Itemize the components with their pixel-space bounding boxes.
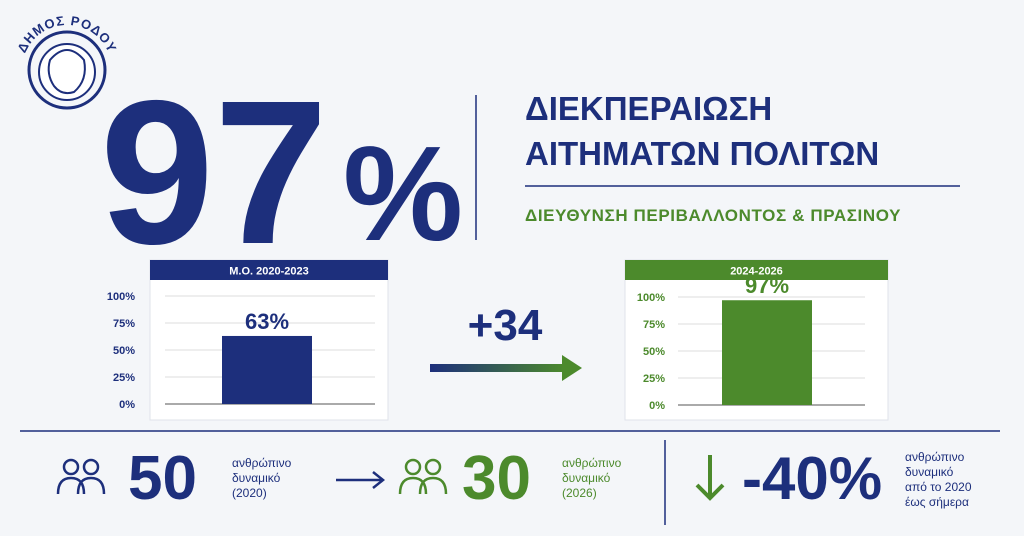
y-tick-label: 0% (119, 399, 135, 411)
y-tick-label: 25% (113, 372, 135, 384)
stat-number: 30 (462, 444, 531, 513)
stat-text: από το 2020 (905, 480, 972, 494)
chart-title: 2024-2026 (730, 266, 783, 278)
bar (222, 335, 312, 404)
subtitle: ΔΙΕΥΘΥΝΣΗ ΠΕΡΙΒΑΛΛΟΝΤΟΣ & ΠΡΑΣΙΝΟΥ (525, 206, 901, 225)
value-label: 63% (245, 309, 289, 334)
people-icon (398, 458, 448, 495)
y-tick-label: 50% (643, 346, 665, 358)
stat-text: ανθρώπινο (905, 450, 965, 464)
change-arrow (430, 355, 582, 381)
stat-text: (2026) (562, 486, 597, 500)
y-tick-label: 75% (113, 318, 135, 330)
stat-text: δυναμικό (905, 465, 954, 479)
y-tick-label: 75% (643, 319, 665, 331)
value-label: 97% (745, 273, 789, 298)
y-tick-label: 100% (107, 291, 135, 303)
arrow (336, 471, 386, 489)
stat-text: έως σήμερα (905, 495, 969, 509)
chart-header (625, 260, 888, 280)
title-line: ΑΙΤΗΜΑΤΩΝ ΠΟΛΙΤΩΝ (525, 135, 879, 172)
people-icon (56, 458, 106, 495)
chart-header (150, 260, 388, 280)
stat-text: (2020) (232, 486, 267, 500)
y-tick-label: 50% (113, 345, 135, 357)
stat-number: 50 (128, 444, 197, 513)
y-tick-label: 25% (643, 373, 665, 385)
stat-text: δυναμικό (232, 471, 281, 485)
stat-text: ανθρώπινο (562, 456, 622, 470)
stat-number: -40% (742, 445, 882, 512)
y-tick-label: 100% (637, 292, 665, 304)
y-tick-label: 0% (649, 400, 665, 412)
headline: 97 (100, 58, 328, 287)
down-arrow (695, 455, 725, 501)
stat-text: δυναμικό (562, 471, 611, 485)
headline-unit: % (343, 118, 463, 269)
stat-text: ανθρώπινο (232, 456, 292, 470)
change-label: +34 (468, 301, 543, 350)
chart-title: Μ.Ο. 2020-2023 (229, 266, 309, 278)
title-line: ΔΙΕΚΠΕΡΑΙΩΣΗ (525, 90, 772, 127)
bar (722, 300, 812, 405)
